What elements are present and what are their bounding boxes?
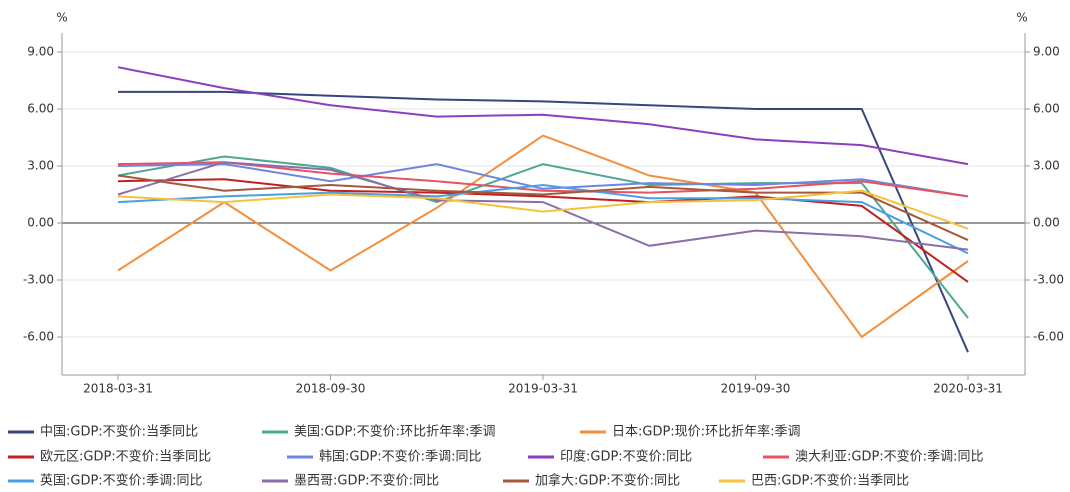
y-tick-label: 0.00 xyxy=(27,216,54,230)
y2-tick-label: 3.00 xyxy=(1033,159,1060,173)
y2-tick-label: -3.00 xyxy=(1033,273,1064,287)
y-tick-label: 9.00 xyxy=(27,45,54,59)
x-tick-label: 2018-09-30 xyxy=(296,382,366,396)
series-line xyxy=(117,163,969,198)
y-tick-label: -6.00 xyxy=(23,330,54,344)
series-line xyxy=(117,161,969,251)
legend-label: 欧元区:GDP:不变价:当季同比 xyxy=(40,449,211,465)
legend-label: 英国:GDP:不变价:季调:同比 xyxy=(40,473,202,489)
series-line xyxy=(118,90,969,353)
legend-label: 澳大利亚:GDP:不变价:季调:同比 xyxy=(795,449,983,465)
y-axis-label: % xyxy=(56,11,67,25)
y2-tick-label: 9.00 xyxy=(1033,45,1060,59)
y2-tick-label: 6.00 xyxy=(1033,102,1060,116)
series-line xyxy=(117,161,969,198)
legend-label: 印度:GDP:不变价:同比 xyxy=(560,449,692,465)
x-tick-label: 2018-03-31 xyxy=(83,382,153,396)
series-line xyxy=(117,174,969,242)
series-line xyxy=(117,66,969,166)
y2-tick-label: 0.00 xyxy=(1033,216,1060,230)
y-tick-label: 3.00 xyxy=(27,159,54,173)
legend-label: 中国:GDP:不变价:当季同比 xyxy=(40,424,198,440)
y2-axis-label: % xyxy=(1016,11,1027,25)
y2-tick-label: -6.00 xyxy=(1033,330,1064,344)
legend-label: 日本:GDP:现价:环比折年率:季调 xyxy=(612,424,800,440)
legend-label: 美国:GDP:不变价:环比折年率:季调 xyxy=(294,424,495,440)
legend-label: 加拿大:GDP:不变价:同比 xyxy=(535,473,680,489)
series-line xyxy=(117,134,969,339)
legend-label: 墨西哥:GDP:不变价:同比 xyxy=(294,473,439,489)
legend-label: 韩国:GDP:不变价:季调:同比 xyxy=(319,449,481,465)
legend-label: 巴西:GDP:不变价:当季同比 xyxy=(751,473,909,489)
y-tick-label: -3.00 xyxy=(23,273,54,287)
x-tick-label: 2019-09-30 xyxy=(721,382,791,396)
y-tick-label: 6.00 xyxy=(27,102,54,116)
series-line xyxy=(117,178,969,283)
x-tick-label: 2020-03-31 xyxy=(933,382,1003,396)
x-tick-label: 2019-03-31 xyxy=(508,382,578,396)
series-line xyxy=(117,183,969,255)
series-line xyxy=(117,189,969,230)
